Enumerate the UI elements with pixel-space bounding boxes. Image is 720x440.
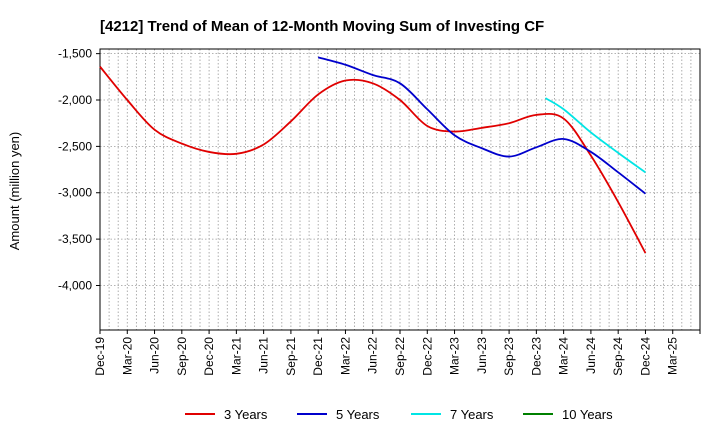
- x-tick-label: Sep-21: [284, 337, 298, 376]
- x-tick-label: Dec-24: [638, 337, 652, 376]
- x-tick-label: Jun-20: [148, 337, 162, 374]
- x-tick-label: Dec-21: [311, 337, 325, 376]
- y-tick-label: -4,000: [58, 278, 92, 292]
- x-tick-label: Jun-23: [475, 337, 489, 374]
- y-tick-label: -3,500: [58, 232, 92, 246]
- grid: [100, 49, 700, 330]
- x-tick-label: Sep-24: [611, 337, 625, 376]
- legend: 3 Years 5 Years 7 Years 10 Years: [185, 407, 613, 422]
- x-tick-label: Mar-20: [120, 337, 134, 375]
- x-tick-label: Sep-23: [502, 337, 516, 376]
- legend-label-5-years: 5 Years: [336, 407, 380, 422]
- y-tick-label: -2,000: [58, 93, 92, 107]
- x-tick-label: Dec-23: [529, 337, 543, 376]
- x-tick-label: Jun-21: [257, 337, 271, 374]
- x-tick-label: Dec-20: [202, 337, 216, 376]
- legend-label-10-years: 10 Years: [562, 407, 613, 422]
- axes: -1,500 -2,000 -2,500 -3,000 -3,500 -4,000 Dec-…: [58, 47, 701, 376]
- x-tick-label: Jun-24: [584, 337, 598, 374]
- y-axis-label: Amount (million yen): [7, 132, 22, 251]
- legend-label-7-years: 7 Years: [450, 407, 494, 422]
- x-tick-label: Mar-21: [229, 337, 243, 375]
- x-tick-label: Sep-20: [175, 337, 189, 376]
- legend-label-3-years: 3 Years: [224, 407, 268, 422]
- y-tick-label: -3,000: [58, 186, 92, 200]
- x-tick-label: Jun-22: [366, 337, 380, 374]
- x-tick-label: Mar-23: [448, 337, 462, 375]
- series-lines: [99, 56, 647, 254]
- series-line-7-years: [544, 97, 646, 174]
- series-line-5-years: [317, 56, 647, 195]
- series-line-3-years: [99, 66, 647, 254]
- x-tick-label: Dec-22: [420, 337, 434, 376]
- chart-title: [4212] Trend of Mean of 12-Month Moving …: [100, 18, 544, 35]
- x-tick-label: Sep-22: [393, 337, 407, 376]
- x-tick-label: Mar-22: [338, 337, 352, 375]
- x-tick-label: Mar-25: [666, 337, 680, 375]
- y-tick-label: -1,500: [58, 47, 92, 61]
- x-tick-label: Mar-24: [557, 337, 571, 375]
- y-tick-label: -2,500: [58, 139, 92, 153]
- x-tick-label: Dec-19: [93, 337, 107, 376]
